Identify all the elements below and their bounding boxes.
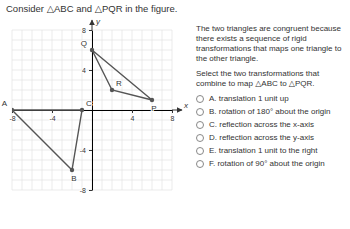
tick: 8 [82,27,92,34]
vertex [90,48,94,52]
tick-mark [89,190,92,191]
vertex-label: C [86,99,92,108]
vertex [80,108,84,112]
radio-button[interactable] [196,147,204,155]
tick-mark [89,70,92,71]
radio-button[interactable] [196,160,204,168]
option[interactable]: F. rotation of 90° about the origin [196,159,346,169]
axis-line [92,31,93,191]
option-label[interactable]: F. rotation of 90° about the origin [209,159,325,169]
prompt-text: Select the two transformations that comb… [196,69,346,89]
axis-arrow [92,20,93,30]
tick-mark [89,150,92,151]
axis-arrow [172,110,182,111]
option-label[interactable]: C. reflection across the x-axis [209,120,314,130]
triangle [92,50,152,100]
tick-label: 8 [171,115,175,122]
tick-label: -4 [49,115,55,122]
option[interactable]: B. rotation of 180° about the origin [196,107,346,117]
y-axis-label: y [95,17,101,26]
radio-button[interactable] [196,95,204,103]
x-axis-label: x [183,101,189,110]
option[interactable]: E. translation 1 unit to the right [196,146,346,156]
vertex [70,168,74,172]
tick: -4 [80,147,92,154]
option[interactable]: A. translation 1 unit up [196,94,346,104]
tick-mark [89,30,92,31]
x-axis: -8 -4 4 8 [9,110,174,122]
tick-label: 4 [131,115,135,122]
vertex [12,108,14,112]
tick: 8 [171,110,175,122]
body-text: The two triangles are congruent because … [196,24,346,64]
tick: -4 [49,110,55,122]
triangle [12,110,82,170]
tick-label: -8 [9,115,15,122]
vertex [110,88,114,92]
option-label[interactable]: D. reflection across the y-axis [209,133,314,143]
option[interactable]: C. reflection across the x-axis [196,120,346,130]
vertex-label: Q [81,39,87,48]
radio-button[interactable] [196,134,204,142]
vertex-label: R [116,79,122,88]
vertex-label: A [2,99,8,108]
option[interactable]: D. reflection across the y-axis [196,133,346,143]
tick: 4 [82,67,92,74]
vertex-labels: A B C Q P R [2,39,157,183]
radio-button[interactable] [196,108,204,116]
option-label[interactable]: B. rotation of 180° about the origin [209,107,331,117]
y-axis: -8 -4 4 8 [80,27,93,194]
radio-button[interactable] [196,121,204,129]
vertex-label: B [71,174,76,183]
tick-mark [132,110,133,113]
option-label[interactable]: E. translation 1 unit to the right [209,146,318,156]
question: The two triangles are congruent because … [196,24,346,172]
tick-label: 4 [82,67,86,74]
vertex-label: P [151,104,156,113]
tick-label: 8 [82,27,86,34]
vertex [150,98,154,102]
title: Consider △ABC and △PQR in the figure. [6,3,177,14]
tick: -8 [80,187,92,194]
plot-area [12,48,154,172]
tick-label: -8 [80,187,86,194]
tick: 4 [131,110,135,122]
tick-label: -4 [80,147,86,154]
option-label[interactable]: A. translation 1 unit up [209,94,289,104]
grid [12,30,172,190]
